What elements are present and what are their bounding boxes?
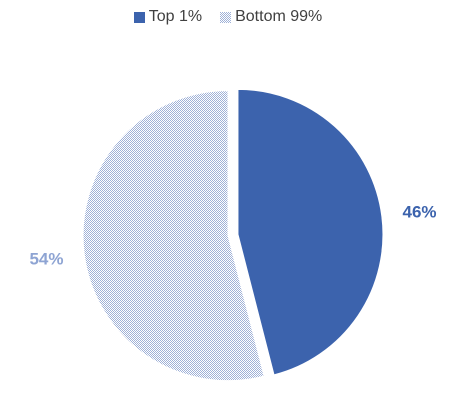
legend-label-bottom-99: Bottom 99%	[235, 8, 323, 25]
legend-item-bottom-99: Bottom 99%	[220, 8, 322, 26]
pie-slice-bottom-99	[82, 90, 265, 382]
chart-legend: Top 1% Bottom 99%	[0, 8, 456, 26]
legend-swatch-top-1	[133, 11, 145, 23]
data-label-top-1: 46%	[403, 202, 437, 221]
data-label-bottom-99: 54%	[29, 250, 63, 269]
pie-slice-top-1	[237, 88, 384, 376]
legend-item-top-1: Top 1%	[133, 8, 203, 26]
legend-label-top-1: Top 1%	[148, 8, 203, 25]
legend-swatch-bottom-99	[220, 11, 232, 23]
